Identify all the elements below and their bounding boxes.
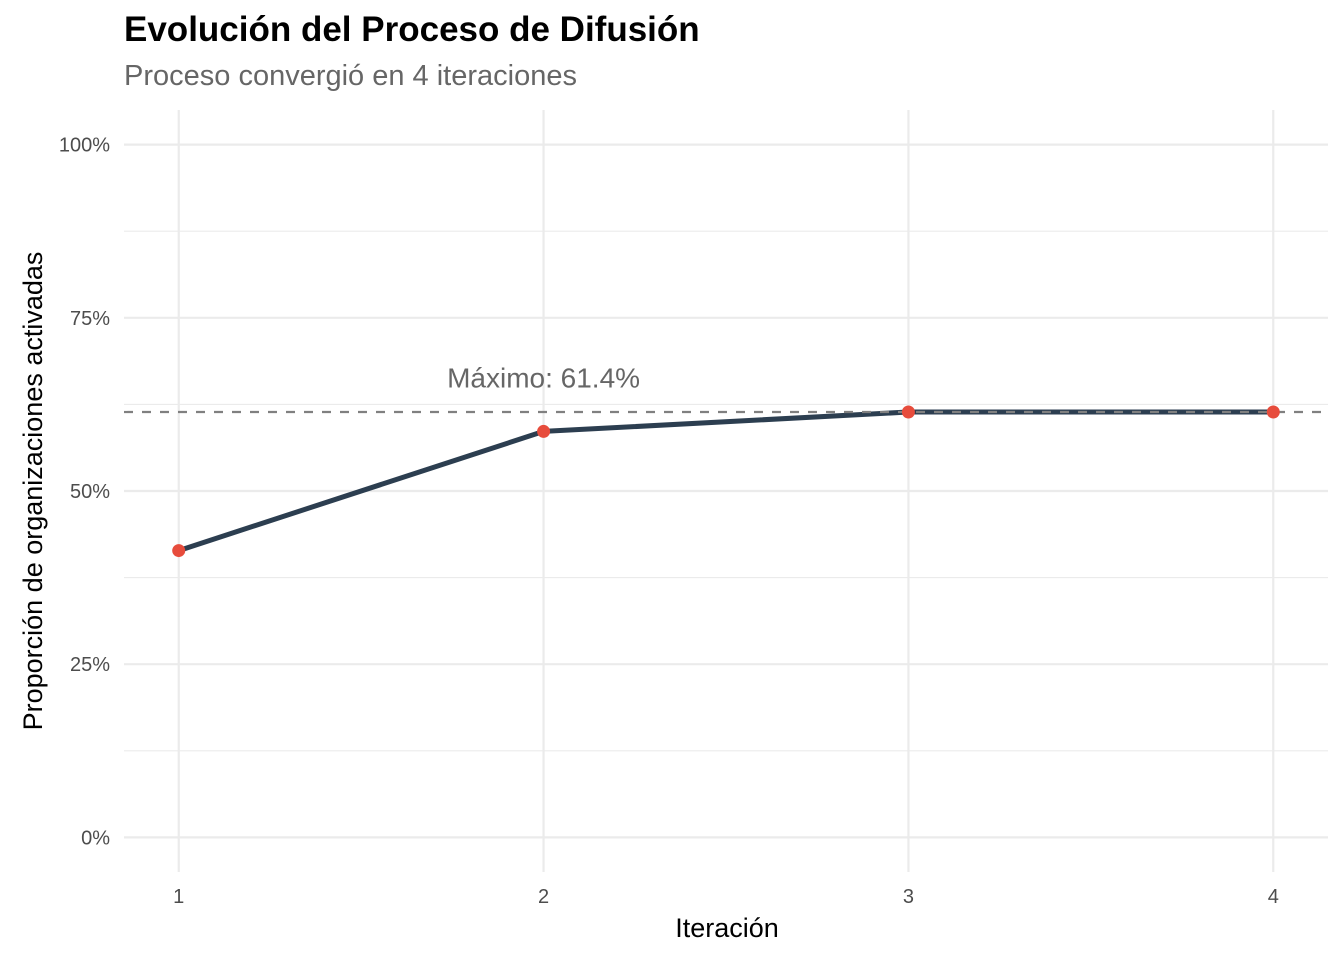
chart-subtitle: Proceso convergió en 4 iteraciones [124,60,577,92]
y-tick-label: 100% [59,135,110,157]
series-line [177,409,1274,553]
y-axis-title: Proporción de organizaciones activadas [18,252,48,731]
x-tick-label: 2 [538,886,549,908]
points-layer [172,405,1280,558]
x-tick-label: 1 [173,886,184,908]
tick-labels-layer: 0% 25% 50% 75% 100% 1 2 3 4 [59,135,1279,908]
y-tick-label: 50% [70,481,110,503]
x-axis-title: Iteración [675,913,779,943]
x-tick-label: 3 [903,886,914,908]
y-tick-label: 75% [70,308,110,330]
data-point [172,544,186,558]
y-tick-label: 0% [81,827,110,849]
grid-layer [124,110,1328,872]
max-annotation: Máximo: 61.4% [447,362,640,393]
series-layer [177,409,1274,553]
x-tick-label: 4 [1268,886,1279,908]
chart-title: Evolución del Proceso de Difusión [124,10,700,49]
data-point [1266,405,1280,419]
data-point [901,405,915,419]
data-point [537,424,551,438]
y-tick-label: 25% [70,654,110,676]
